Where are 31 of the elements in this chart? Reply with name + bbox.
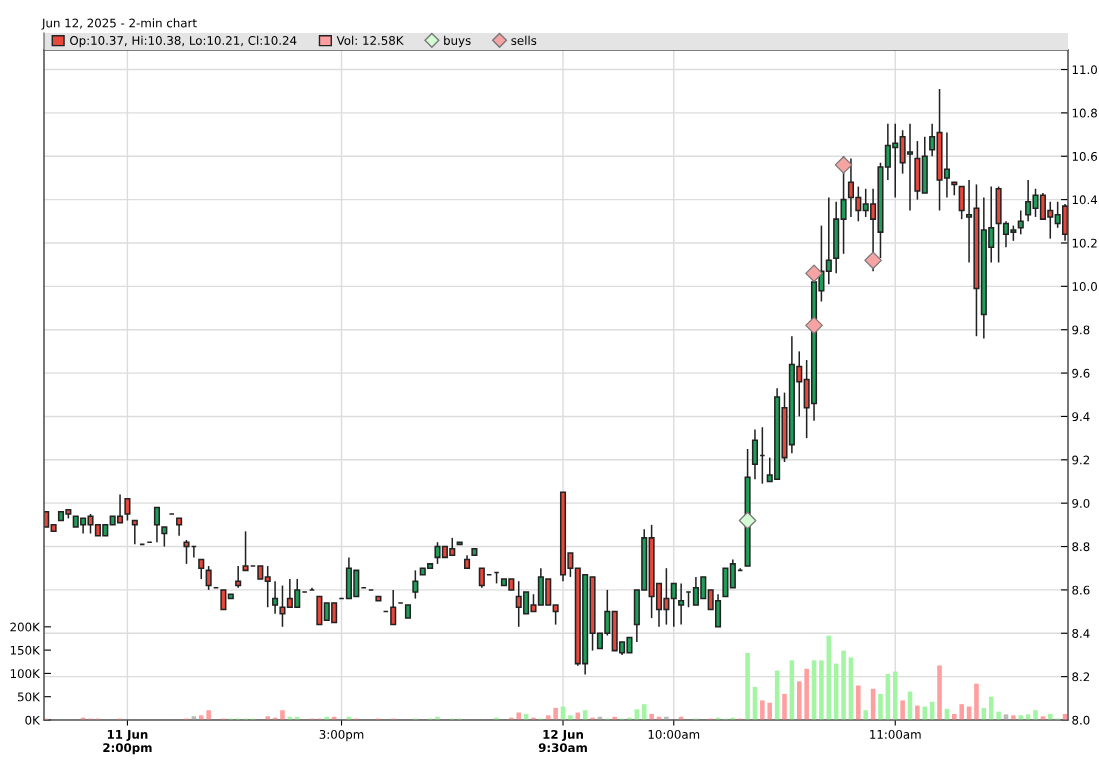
x-tick-label: 10:00am xyxy=(648,729,700,739)
y2-tick-label: 0K xyxy=(25,715,41,725)
y-tick-label: 10.2 xyxy=(1072,238,1097,248)
y-tick-label: 9.4 xyxy=(1072,412,1090,422)
y-tick-label: 8.8 xyxy=(1072,542,1090,552)
y-tick-label: 8.4 xyxy=(1072,628,1090,638)
y-tick-label: 10.0 xyxy=(1072,282,1097,291)
legend-label: sells xyxy=(511,35,537,45)
y-tick-label: 8.0 xyxy=(1072,715,1090,725)
legend-label: Op:10.37, Hi:10.38, Lo:10.21, Cl:10.24 xyxy=(70,35,297,48)
y-tick-label: 9.8 xyxy=(1072,325,1090,335)
x-tick-label: 12 Jun 9:30am xyxy=(538,729,587,753)
y-tick-label: 10.8 xyxy=(1072,108,1097,118)
legend-label: buys xyxy=(444,35,471,48)
chart-subtitle: Jun 12, 2025 - 2-min chart xyxy=(41,18,197,30)
x-tick-label: 11 Jun 2:00pm xyxy=(103,730,152,755)
y2-tick-label: 150K xyxy=(10,645,41,655)
y2-tick-label: 200K xyxy=(10,622,41,632)
x-tick-label: 3:00pm xyxy=(319,729,364,742)
y-tick-label: 8.2 xyxy=(1072,672,1090,682)
y-tick-label: 10.6 xyxy=(1072,151,1098,161)
y-tick-label: 10.4 xyxy=(1072,195,1098,205)
y-tick-label: 9.2 xyxy=(1072,455,1090,465)
legend-label: Vol: 12.58K xyxy=(336,35,404,45)
y-tick-label: 11.0 xyxy=(1072,65,1097,75)
y2-tick-label: 100K xyxy=(10,669,41,679)
y-tick-label: 9.0 xyxy=(1072,498,1090,508)
y-tick-label: 9.6 xyxy=(1072,368,1090,378)
y-tick-label: 8.6 xyxy=(1072,585,1090,595)
y2-tick-label: 50K xyxy=(17,692,41,702)
x-tick-label: 11:00am xyxy=(870,729,921,739)
